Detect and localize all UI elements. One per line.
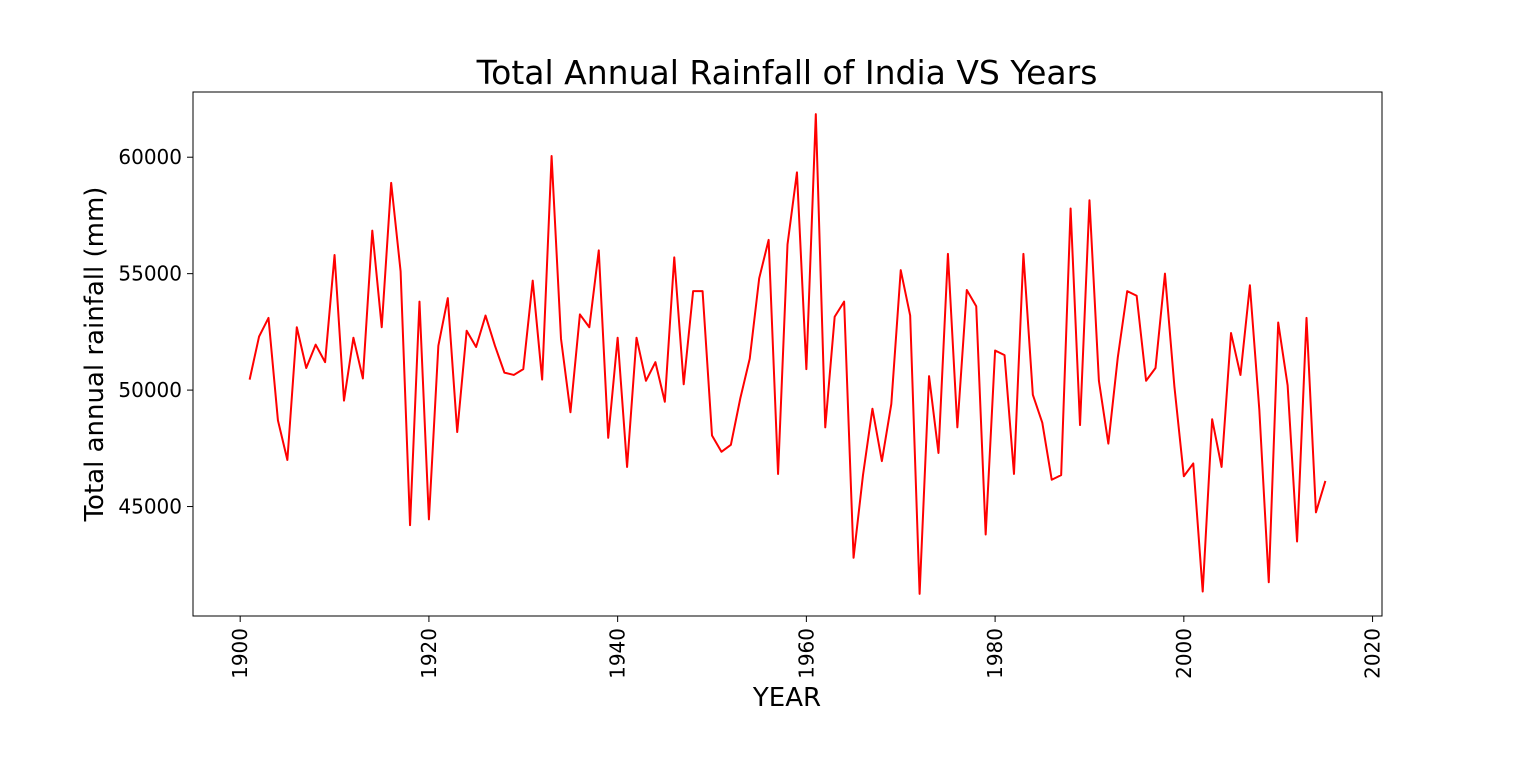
y-tick-label: 50000 [118,378,182,402]
y-axis-label: Total annual rainfall (mm) [80,187,110,523]
x-tick-label: 2020 [1361,628,1385,679]
y-tick-label: 55000 [118,262,182,286]
x-tick-label: 2000 [1172,628,1196,679]
y-tick-label: 45000 [118,495,182,519]
series-layer [248,113,1327,595]
y-tick-label: 60000 [118,145,182,169]
x-tick-label: 1960 [794,628,818,679]
x-tick-label: 1900 [228,628,252,679]
x-tick-label: 1920 [417,628,441,679]
plot-area [192,91,1383,617]
y-axis: 45000 50000 55000 60000 [118,145,193,519]
x-tick-label: 1940 [606,628,630,679]
series-line-0 [248,113,1327,595]
x-tick-label: 1980 [983,628,1007,679]
x-axis-label: YEAR [752,683,821,713]
plot-frame [192,91,1383,617]
chart-title: Total Annual Rainfall of India VS Years [476,53,1098,92]
x-axis: 1900 1920 1940 1960 1980 2000 2020 [228,616,1385,679]
